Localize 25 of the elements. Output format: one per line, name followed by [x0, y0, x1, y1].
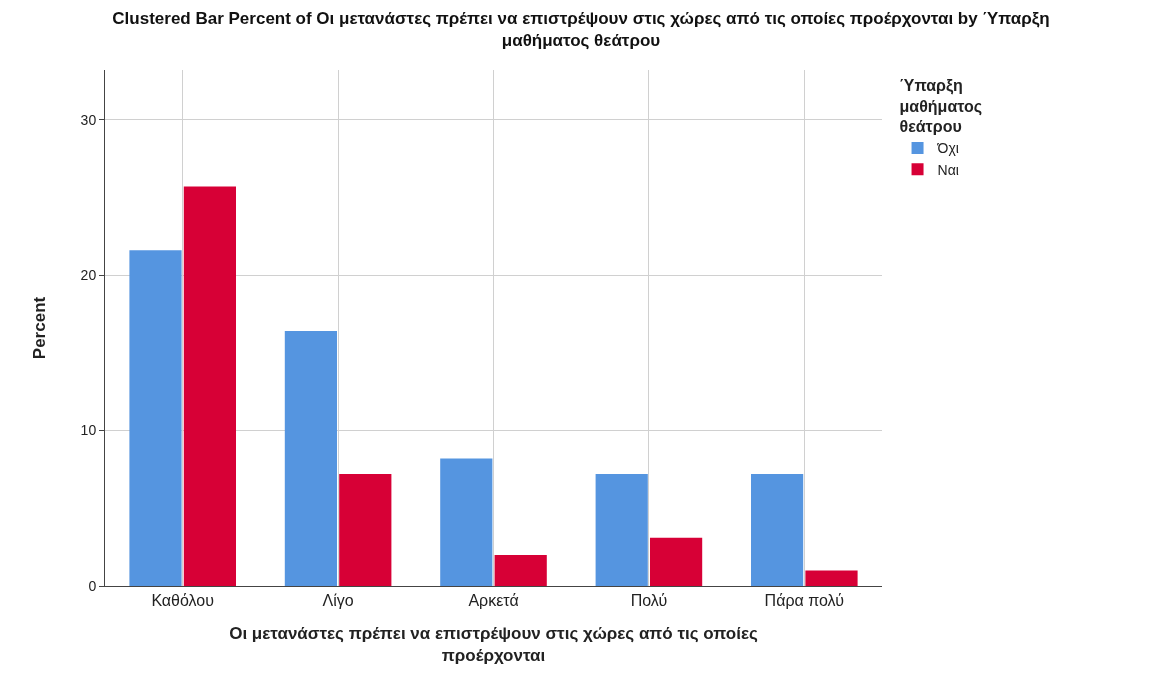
- bar: [494, 554, 547, 586]
- legend-title: Ύπαρξη μαθήματος θεάτρου: [899, 76, 983, 136]
- x-tick-label: Καθόλου: [151, 592, 215, 610]
- x-tick-label: Αρκετά: [468, 592, 519, 610]
- x-tick-label: Λίγο: [322, 592, 354, 610]
- bar: [649, 537, 703, 586]
- y-axis-title: Percent: [30, 296, 50, 360]
- x-axis-title: Οι μετανάστες πρέπει να επιστρέψουν στις χώρες από τις οποίες προέρχονται: [229, 623, 758, 665]
- bar: [339, 474, 392, 586]
- chart-title: Clustered Bar Percent of Οι μετανάστες πρέπει να επιστρέψουν στις χώρες από τις οποίες προέρχονται by Ύπαρξη μαθήματος θεάτρου: [112, 9, 1050, 51]
- bar: [284, 331, 338, 586]
- legend-label: Όχι: [936, 140, 959, 157]
- y-tick-label: 30: [80, 111, 97, 128]
- bar: [183, 186, 236, 586]
- bar: [595, 474, 648, 586]
- legend-label: Ναι: [937, 161, 959, 178]
- y-tick-label: 0: [88, 577, 97, 594]
- bar: [129, 250, 182, 586]
- bar: [751, 474, 804, 586]
- bar: [805, 570, 858, 586]
- x-tick-label: Πάρα πολύ: [764, 592, 844, 610]
- x-tick-label: Πολύ: [630, 592, 668, 610]
- bar: [440, 458, 493, 586]
- y-tick-label: 10: [80, 422, 97, 439]
- y-tick-label: 20: [80, 267, 97, 284]
